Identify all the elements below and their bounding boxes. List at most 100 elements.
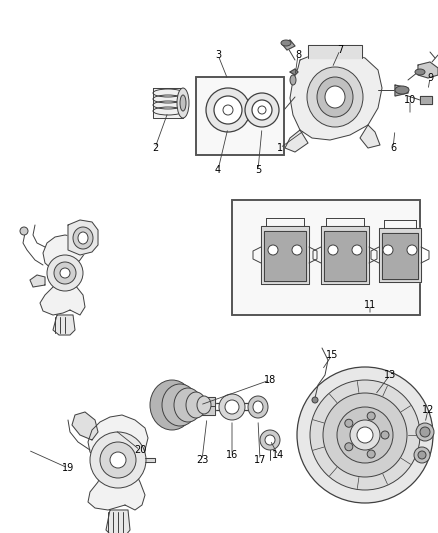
- Circle shape: [110, 452, 126, 468]
- Polygon shape: [418, 62, 438, 78]
- Bar: [196, 77, 284, 155]
- Text: 16: 16: [226, 450, 238, 460]
- Ellipse shape: [150, 380, 194, 430]
- Ellipse shape: [219, 394, 245, 420]
- Text: 13: 13: [384, 370, 396, 380]
- Polygon shape: [290, 52, 382, 140]
- Text: 14: 14: [272, 450, 284, 460]
- Text: 4: 4: [215, 165, 221, 175]
- Text: 6: 6: [390, 143, 396, 153]
- Circle shape: [54, 262, 76, 284]
- Text: 12: 12: [422, 405, 434, 415]
- Circle shape: [47, 255, 83, 291]
- Polygon shape: [198, 397, 215, 415]
- Polygon shape: [395, 85, 408, 96]
- Polygon shape: [379, 228, 421, 282]
- Polygon shape: [106, 510, 130, 533]
- Polygon shape: [282, 40, 295, 50]
- Polygon shape: [261, 226, 309, 284]
- Text: 3: 3: [215, 50, 221, 60]
- Text: 15: 15: [326, 350, 338, 360]
- Circle shape: [345, 419, 353, 427]
- Text: 7: 7: [337, 45, 343, 55]
- Ellipse shape: [186, 392, 206, 418]
- Ellipse shape: [174, 388, 202, 422]
- Ellipse shape: [245, 93, 279, 127]
- Circle shape: [337, 407, 393, 463]
- Ellipse shape: [78, 232, 88, 244]
- Polygon shape: [30, 275, 45, 287]
- Circle shape: [418, 451, 426, 459]
- Bar: [232, 200, 420, 315]
- Circle shape: [357, 427, 373, 443]
- Ellipse shape: [248, 396, 268, 418]
- Ellipse shape: [180, 95, 186, 111]
- Circle shape: [414, 447, 430, 463]
- Polygon shape: [153, 88, 183, 118]
- Ellipse shape: [395, 86, 409, 94]
- Text: 19: 19: [62, 463, 74, 473]
- Ellipse shape: [325, 86, 345, 108]
- Polygon shape: [308, 45, 362, 58]
- Circle shape: [345, 443, 353, 451]
- Ellipse shape: [206, 88, 250, 132]
- Circle shape: [367, 412, 375, 420]
- Ellipse shape: [162, 384, 198, 426]
- Polygon shape: [360, 125, 380, 148]
- Text: 8: 8: [295, 50, 301, 60]
- Polygon shape: [321, 226, 369, 284]
- Ellipse shape: [73, 227, 93, 249]
- Circle shape: [310, 380, 420, 490]
- Circle shape: [100, 442, 136, 478]
- Ellipse shape: [253, 401, 263, 413]
- Text: 23: 23: [196, 455, 208, 465]
- Circle shape: [60, 268, 70, 278]
- Text: 1: 1: [277, 143, 283, 153]
- Bar: [232, 200, 420, 315]
- Ellipse shape: [260, 430, 280, 450]
- Polygon shape: [420, 96, 432, 104]
- Bar: [196, 77, 284, 155]
- Text: 9: 9: [427, 73, 433, 83]
- Circle shape: [352, 245, 362, 255]
- Polygon shape: [382, 233, 418, 279]
- Circle shape: [268, 245, 278, 255]
- Polygon shape: [324, 231, 366, 281]
- Circle shape: [312, 397, 318, 403]
- Ellipse shape: [415, 69, 425, 75]
- Ellipse shape: [197, 396, 211, 414]
- Text: 11: 11: [364, 300, 376, 310]
- Circle shape: [323, 393, 407, 477]
- Polygon shape: [88, 415, 148, 510]
- Ellipse shape: [290, 75, 296, 85]
- Text: 5: 5: [255, 165, 261, 175]
- Ellipse shape: [177, 88, 189, 118]
- Circle shape: [297, 367, 433, 503]
- Circle shape: [420, 427, 430, 437]
- Text: 18: 18: [264, 375, 276, 385]
- Text: 20: 20: [134, 445, 146, 455]
- Polygon shape: [264, 231, 306, 281]
- Circle shape: [381, 431, 389, 439]
- Polygon shape: [290, 69, 298, 75]
- Circle shape: [292, 245, 302, 255]
- Ellipse shape: [252, 100, 272, 120]
- Ellipse shape: [307, 67, 363, 127]
- Circle shape: [328, 245, 338, 255]
- Polygon shape: [53, 315, 75, 335]
- Circle shape: [407, 245, 417, 255]
- Ellipse shape: [281, 40, 291, 46]
- Polygon shape: [72, 412, 98, 440]
- Circle shape: [350, 420, 380, 450]
- Polygon shape: [145, 458, 155, 462]
- Ellipse shape: [317, 77, 353, 117]
- Circle shape: [416, 423, 434, 441]
- Ellipse shape: [225, 400, 239, 414]
- Circle shape: [383, 245, 393, 255]
- Ellipse shape: [265, 435, 275, 445]
- Text: 2: 2: [152, 143, 158, 153]
- Text: 17: 17: [254, 455, 266, 465]
- Circle shape: [367, 450, 375, 458]
- Polygon shape: [68, 220, 98, 255]
- Polygon shape: [40, 235, 85, 315]
